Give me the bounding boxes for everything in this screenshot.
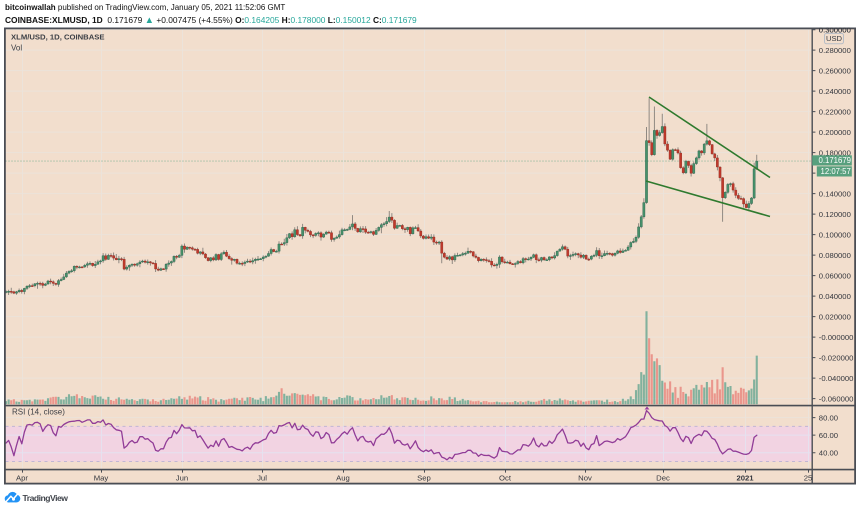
svg-text:0.260000: 0.260000 <box>819 67 851 76</box>
svg-text:Dec: Dec <box>656 474 670 483</box>
svg-text:Jul: Jul <box>257 474 267 483</box>
svg-text:0.220000: 0.220000 <box>819 108 851 117</box>
svg-text:RSI (14, close): RSI (14, close) <box>12 408 65 417</box>
svg-text:XLM/USD, 1D, COINBASE: XLM/USD, 1D, COINBASE <box>11 33 105 42</box>
svg-text:0.020000: 0.020000 <box>819 313 851 322</box>
svg-text:0.171679: 0.171679 <box>819 156 852 165</box>
svg-text:12:07:57: 12:07:57 <box>821 167 851 176</box>
svg-text:0.200000: 0.200000 <box>819 128 851 137</box>
svg-text:TradingView: TradingView <box>23 493 69 503</box>
svg-text:0.280000: 0.280000 <box>819 46 851 55</box>
svg-text:-0.000000: -0.000000 <box>819 333 854 342</box>
svg-text:80.00: 80.00 <box>819 414 838 423</box>
svg-text:-0.020000: -0.020000 <box>819 354 854 363</box>
svg-text:Apr: Apr <box>16 474 28 483</box>
svg-text:USD: USD <box>826 34 843 43</box>
svg-text:0.140000: 0.140000 <box>819 190 851 199</box>
svg-text:2021: 2021 <box>736 474 754 483</box>
svg-text:60.00: 60.00 <box>819 431 838 440</box>
svg-text:0.300000: 0.300000 <box>819 26 851 35</box>
svg-text:0.180000: 0.180000 <box>819 149 851 158</box>
svg-text:0.240000: 0.240000 <box>819 87 851 96</box>
svg-text:Oct: Oct <box>499 474 512 483</box>
svg-text:0.100000: 0.100000 <box>819 231 851 240</box>
svg-text:0.040000: 0.040000 <box>819 292 851 301</box>
svg-text:Sep: Sep <box>417 474 431 483</box>
svg-text:25: 25 <box>804 474 813 483</box>
svg-text:0.300000: 0.300000 <box>819 26 851 35</box>
svg-text:0.060000: 0.060000 <box>819 272 851 281</box>
svg-text:0.080000: 0.080000 <box>819 251 851 260</box>
svg-text:Vol: Vol <box>11 44 22 53</box>
svg-text:Jun: Jun <box>176 474 188 483</box>
svg-text:May: May <box>94 474 109 483</box>
svg-text:Aug: Aug <box>336 474 350 483</box>
svg-text:-0.060000: -0.060000 <box>819 395 854 404</box>
svg-text:-0.040000: -0.040000 <box>819 374 854 383</box>
svg-text:0.120000: 0.120000 <box>819 210 851 219</box>
svg-text:40.00: 40.00 <box>819 449 838 458</box>
svg-text:Nov: Nov <box>578 474 592 483</box>
